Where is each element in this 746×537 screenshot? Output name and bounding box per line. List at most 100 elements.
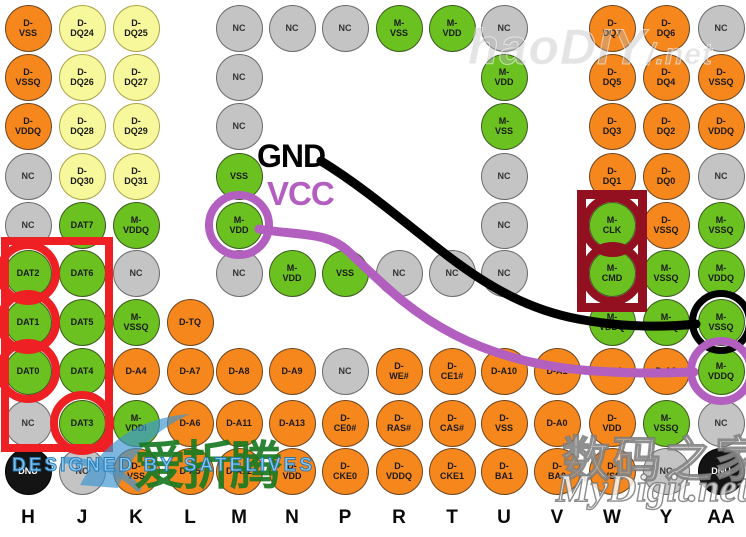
ball-label: D- (394, 360, 404, 371)
ball-Y10: NC (642, 447, 690, 495)
ball-U4: NC (480, 152, 528, 200)
ball-label: M- (660, 262, 672, 273)
column-label-R: R (392, 507, 406, 528)
ball-label: M- (130, 412, 142, 423)
ball-AA10: DNU (697, 447, 745, 495)
ball-label: D-A12 (225, 465, 252, 476)
ball-N1: NC (268, 4, 316, 52)
ball-label: D- (661, 66, 671, 77)
ball-P8: NC (321, 347, 369, 395)
ball-label: NC (497, 170, 511, 181)
ball-label: NC (21, 219, 35, 230)
ball-U2: M- VDD (480, 53, 528, 101)
ball-label: D- (77, 115, 87, 126)
ball-label: D- (394, 412, 404, 423)
ball-label: NC (497, 22, 511, 33)
ball-label: DQ5 (602, 77, 622, 87)
ball-label: DQ2 (656, 126, 676, 136)
ball-label: M- (286, 262, 298, 273)
ball-W1: D- DQ7 (588, 4, 636, 52)
ball-label: M- (130, 214, 142, 225)
ball-label: D-A1 (546, 365, 568, 376)
ball-label: D- (607, 165, 617, 176)
ball-Y4: D- DQ0 (642, 152, 690, 200)
ball-label: CE0# (333, 423, 357, 433)
ball-label: VSS (18, 28, 37, 38)
column-label-W: W (603, 507, 621, 528)
ball-J8: DAT4 (58, 347, 106, 395)
ball-label: DQ3 (602, 126, 622, 136)
column-label-M: M (231, 507, 247, 528)
ball-V8: D-A1 (533, 347, 581, 395)
ball-label: NC (285, 22, 299, 33)
ball-label: M- (715, 214, 727, 225)
ball-label: VSS (126, 471, 145, 481)
ball-label: D- (499, 412, 509, 423)
ball-label: D-A13 (278, 417, 305, 428)
ball-W10: D- VSS (588, 447, 636, 495)
ball-W3: D- DQ3 (588, 102, 636, 150)
ball-M8: D-A8 (215, 347, 263, 395)
ball-label: DQ7 (602, 28, 622, 38)
ball-label: D- (77, 165, 87, 176)
ball-M9: D-A11 (215, 399, 263, 447)
ball-label: D-TQ (179, 316, 201, 327)
ball-Y7: M- VSSQ (642, 298, 690, 346)
ball-label: D- (131, 460, 141, 471)
ball-label: D- (340, 412, 350, 423)
ball-label: VSS (389, 28, 408, 38)
ball-K4: D- DQ31 (112, 152, 160, 200)
ball-J1: D- DQ24 (58, 4, 106, 52)
ball-label: DAT5 (70, 316, 94, 327)
ball-T10: D- CKE1 (428, 447, 476, 495)
ball-label: VSS (494, 423, 513, 433)
ball-label: D- (447, 460, 457, 471)
ball-U1: NC (480, 4, 528, 52)
ball-J4: D- DQ30 (58, 152, 106, 200)
ball-label: DQ0 (656, 176, 676, 186)
ball-label: DQ28 (70, 126, 94, 136)
ball-label: D- (661, 115, 671, 126)
ball-W2: D- DQ5 (588, 53, 636, 101)
ball-label: D- (607, 115, 617, 126)
ball-label: D- (607, 66, 617, 77)
ball-label: NC (232, 267, 246, 278)
ball-AA9: NC (697, 399, 745, 447)
ball-label: VDDQ (598, 322, 625, 332)
ball-K6: NC (112, 249, 160, 297)
ball-label: D-A0 (546, 417, 568, 428)
ball-label: D- (661, 165, 671, 176)
ball-label: WE# (389, 371, 409, 381)
ball-R8: D- WE# (375, 347, 423, 395)
ball-label: DQ29 (124, 126, 148, 136)
ball-label: NC (338, 365, 352, 376)
ball-label: VSS (494, 126, 513, 136)
gnd-label: GND (257, 138, 326, 174)
ball-label: NC (714, 170, 728, 181)
ball-label: VSSQ (653, 322, 679, 332)
ball-label: DAT4 (70, 365, 94, 376)
ball-V10: D- BA0 (533, 447, 581, 495)
ball-label: VSSQ (708, 77, 734, 87)
ball-L8: D-A7 (166, 347, 214, 395)
ball-label: CAS# (439, 423, 464, 433)
ball-label: CKE0 (332, 471, 357, 481)
ball-label: NC (75, 465, 89, 476)
darkred-highlight-ring-W6 (580, 241, 644, 305)
ball-label: D- (131, 165, 141, 176)
ball-AA1: NC (697, 4, 745, 52)
ball-R10: D- VDDQ (375, 447, 423, 495)
ball-R1: M- VSS (375, 4, 423, 52)
ball-label: VDD (282, 273, 302, 283)
ball-label: VDDQ (14, 126, 41, 136)
ball-label: VDD (282, 471, 302, 481)
ball-label: D-A4 (125, 365, 147, 376)
ball-label: VDDQ (707, 126, 734, 136)
ball-label: DQ6 (656, 28, 676, 38)
ball-label: BA0 (547, 471, 566, 481)
purple-highlight-ring-M5 (205, 191, 273, 259)
ball-label: M- (446, 17, 458, 28)
ball-P1: NC (321, 4, 369, 52)
column-label-J: J (76, 507, 88, 528)
ball-K3: D- DQ29 (112, 102, 160, 150)
